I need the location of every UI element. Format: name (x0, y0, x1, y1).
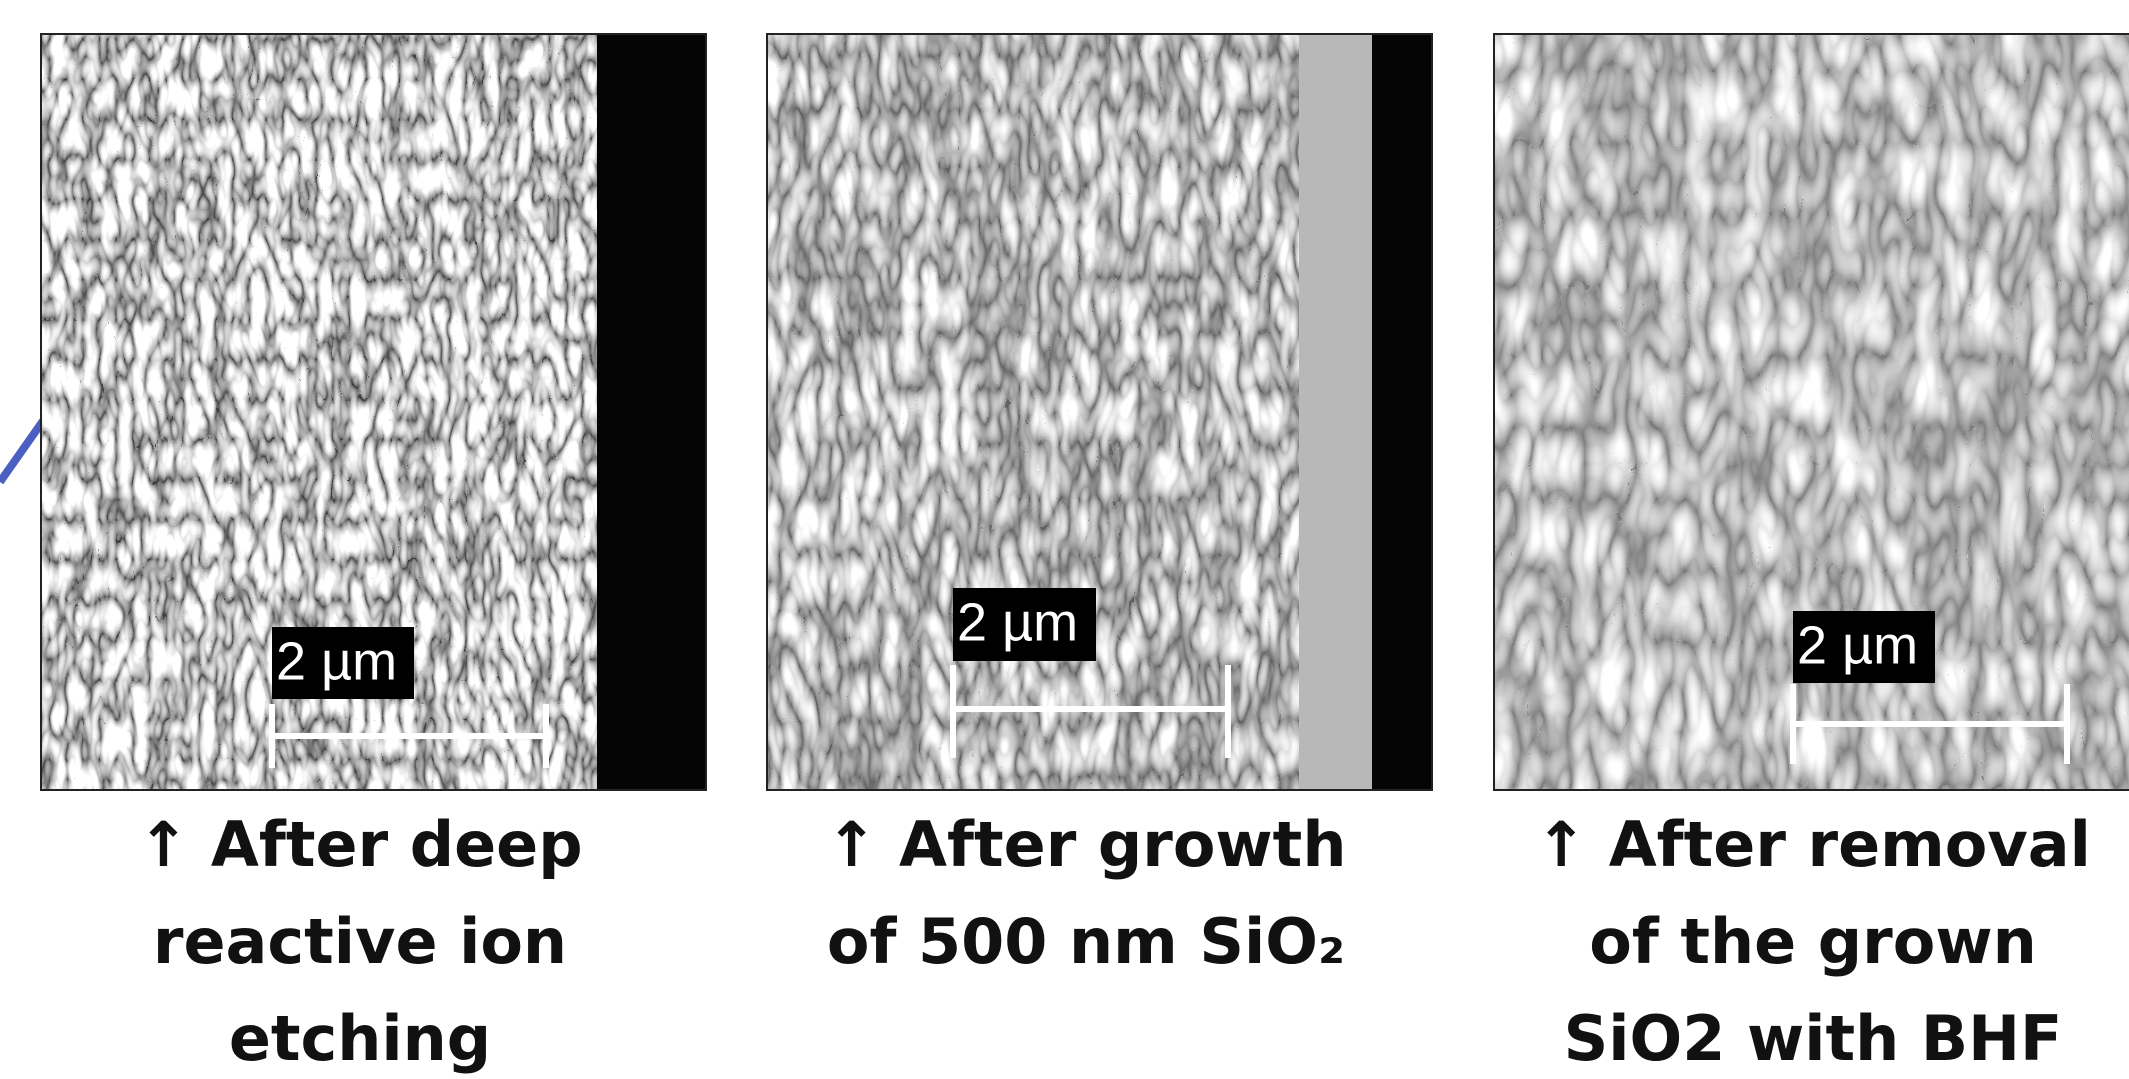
sem-image: 2 µm (41, 34, 706, 790)
background-dark (1372, 34, 1432, 790)
caption-line: etching (229, 1002, 491, 1075)
caption-line: ↑ After deep (137, 808, 582, 881)
caption-line: of 500 nm SiO₂ (827, 905, 1345, 978)
captions: ↑ After deep reactive ion etching ↑ After g… (137, 808, 2090, 1075)
background-dark (597, 34, 706, 790)
caption-line: SiO2 with BHF (1564, 1002, 2063, 1075)
sem-image: 2 µm (1494, 34, 2129, 790)
scale-label: 2 µm (957, 592, 1078, 652)
caption-line: reactive ion (153, 905, 567, 978)
caption-line: of the grown (1589, 905, 2037, 978)
caption-line: ↑ After removal (1535, 808, 2091, 881)
oxide-layer (1299, 34, 1372, 790)
arrow-line (0, 418, 45, 482)
caption-line: ↑ After growth (826, 808, 1347, 881)
scale-label: 2 µm (276, 631, 397, 691)
sem-image: 2 µm (767, 34, 1432, 790)
texture (767, 34, 1299, 790)
scale-label: 2 µm (1797, 615, 1918, 675)
figure: 2 µm 2 µm 2 µm ↑ After deep reactive ion e… (0, 0, 2129, 1079)
